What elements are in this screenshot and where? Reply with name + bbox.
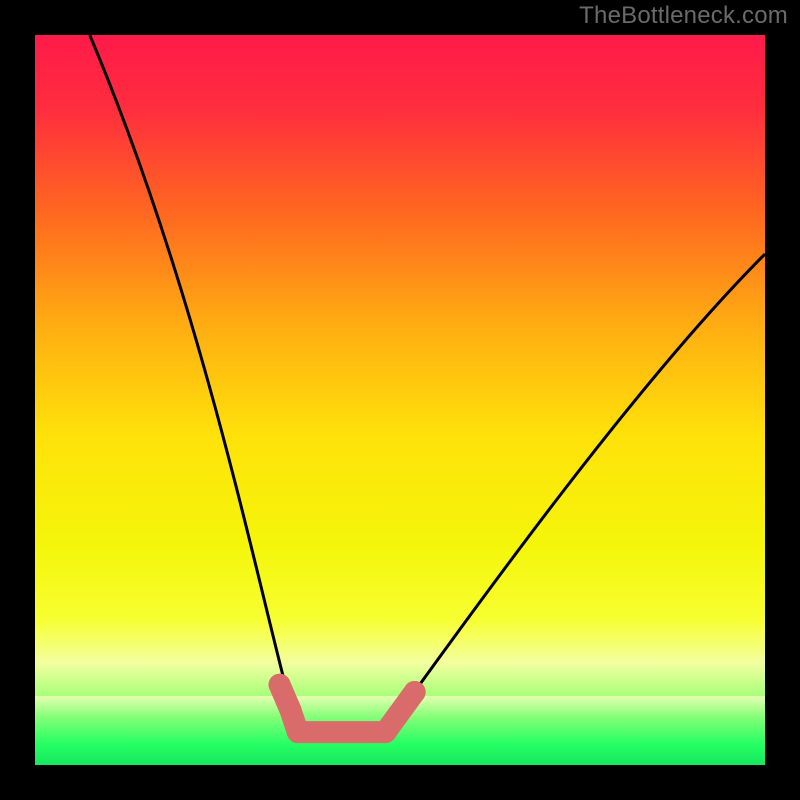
watermark-text: TheBottleneck.com — [579, 2, 788, 30]
marker-dot — [404, 681, 426, 703]
marker-dot — [269, 674, 291, 696]
bottleneck-curve — [90, 35, 765, 732]
plot-area — [35, 35, 765, 765]
marker-dot — [280, 699, 302, 721]
curve-layer — [35, 35, 765, 765]
marker-dot — [374, 721, 396, 743]
